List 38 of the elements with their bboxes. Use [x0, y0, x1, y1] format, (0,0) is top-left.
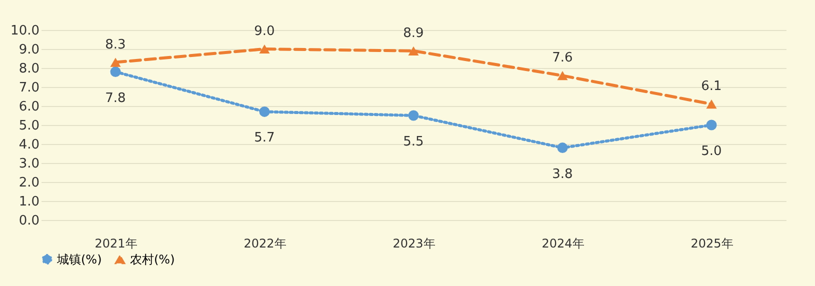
point [259, 44, 270, 54]
point [408, 46, 419, 56]
data-label: 5.7 [254, 130, 275, 146]
point [408, 110, 419, 121]
y-tick-label: 4.0 [18, 138, 40, 152]
data-label: 6.1 [701, 79, 722, 94]
point [110, 58, 121, 67]
y-tick-label: 1.0 [18, 194, 40, 210]
x-tick-label: 2023年 [392, 236, 436, 250]
y-tick-label: 7.0 [18, 80, 40, 96]
legend-label: 农村(%) [130, 252, 175, 267]
y-tick-label: 3.0 [18, 156, 40, 172]
legend-label: 城镇(%) [56, 252, 102, 266]
y-tick-label: 8.0 [18, 62, 40, 76]
y-tick-label: 5.0 [18, 118, 40, 134]
point [259, 106, 270, 117]
point [557, 71, 568, 80]
data-label: 8.9 [403, 26, 424, 41]
point [706, 100, 717, 109]
y-tick-label: 9.0 [18, 42, 40, 58]
point [557, 142, 568, 154]
x-tick-label: 2024年 [542, 236, 584, 250]
y-tick-label: 0.0 [18, 214, 40, 228]
x-tick-label: 2022年 [244, 236, 286, 250]
y-tick-label: 10.0 [10, 24, 40, 38]
point [110, 66, 121, 78]
data-label: 5.5 [403, 134, 424, 150]
x-tick-label: 2021年 [94, 236, 138, 250]
y-tick-label: 6.0 [18, 100, 40, 114]
data-label: 7.6 [552, 50, 573, 66]
data-label: 7.8 [105, 90, 126, 106]
data-label: 5.0 [701, 144, 722, 159]
data-label: 8.3 [105, 37, 126, 52]
data-label: 9.0 [254, 24, 275, 39]
data-label: 3.8 [552, 166, 573, 182]
point [706, 120, 717, 130]
y-tick-label: 2.0 [18, 176, 40, 190]
x-tick-label: 2025年 [690, 236, 734, 250]
